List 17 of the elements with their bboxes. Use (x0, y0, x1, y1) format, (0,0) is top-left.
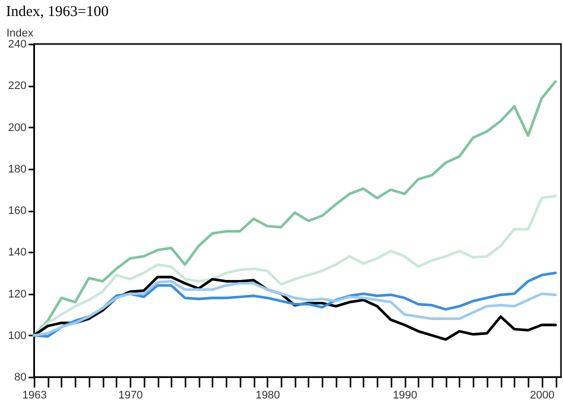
y-tick-label: 120 (8, 288, 26, 300)
line-series (32, 80, 557, 337)
y-tick-label: 220 (8, 80, 26, 92)
y-axis-title: Index (6, 28, 34, 40)
y-tick-label: 140 (8, 246, 26, 259)
y-tick-label: 180 (8, 163, 26, 176)
y-tick-label: 240 (8, 38, 26, 50)
x-tick-label: 1970 (118, 390, 143, 402)
y-tick-label: 200 (8, 122, 26, 134)
x-tick-label: 1963 (22, 390, 47, 402)
y-tick-label: 80 (14, 372, 26, 384)
x-tick-label: 2000 (530, 390, 555, 402)
y-tick-label: 100 (8, 330, 26, 342)
x-tick-label: 1980 (256, 390, 280, 402)
chart-title: Index, 1963=100 (6, 4, 109, 20)
x-tick-label: 1990 (392, 390, 418, 402)
y-tick-label: 160 (8, 205, 26, 217)
